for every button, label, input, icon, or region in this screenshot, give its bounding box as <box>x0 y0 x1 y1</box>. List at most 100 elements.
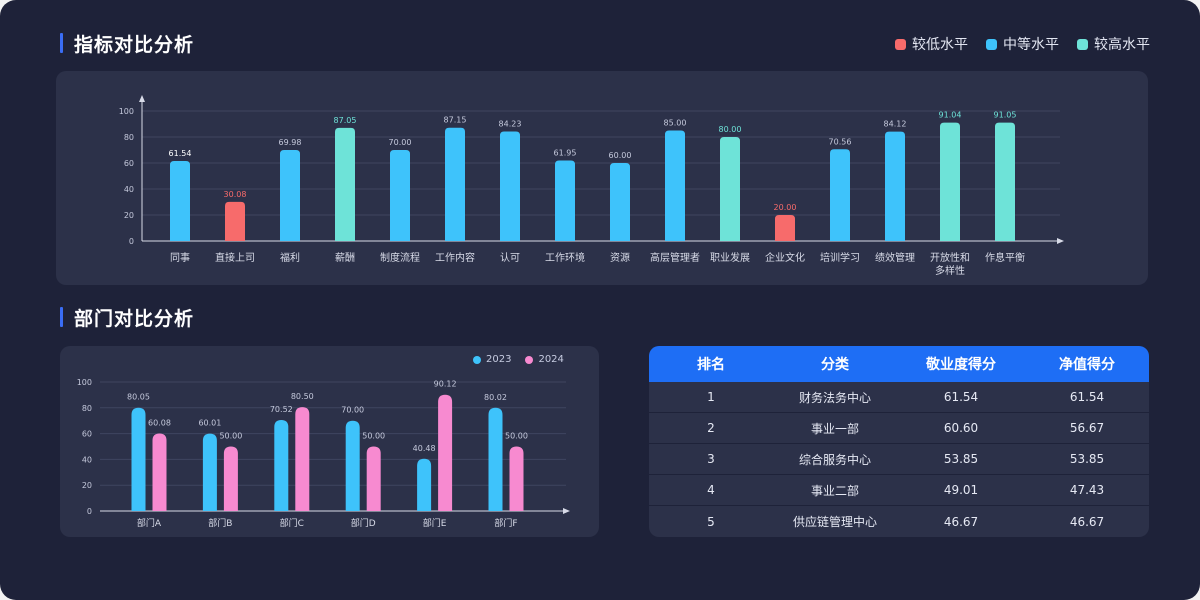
cell-category: 事业二部 <box>810 483 859 498</box>
x-axis-arrow <box>1057 238 1064 244</box>
section-title-indicators: 指标对比分析 <box>60 32 195 56</box>
x-tick-label: 同事 <box>170 251 190 264</box>
data-label: 85.00 <box>664 119 687 128</box>
x-tick-label: 直接上司 <box>215 251 255 264</box>
legend-item-mid[interactable]: 中等水平 <box>986 34 1059 54</box>
legend-item-2023[interactable]: 2023 <box>473 354 511 365</box>
legend-label: 2023 <box>486 354 512 365</box>
x-tick-label: 部门A <box>137 517 162 529</box>
y-tick-label: 60 <box>82 430 92 439</box>
cell-net-score: 47.43 <box>1069 483 1105 497</box>
table-row[interactable]: 2 事业一部 60.60 56.67 <box>649 413 1149 444</box>
legend-label: 较低水平 <box>912 37 968 53</box>
x-tick-label: 企业文化 <box>765 251 805 264</box>
bar <box>720 137 740 241</box>
bar-2023 <box>345 420 360 511</box>
y-tick-label: 40 <box>82 455 92 464</box>
x-tick-label: 部门D <box>351 517 376 529</box>
y-tick-label: 100 <box>119 107 134 116</box>
x-tick-label: 工作环境 <box>545 251 585 264</box>
x-tick-label: 制度流程 <box>380 251 420 264</box>
x-tick-label: 部门F <box>494 517 517 529</box>
cell-rank: 2 <box>707 421 715 435</box>
legend-swatch-high <box>1077 38 1088 50</box>
legend-swatch-2023 <box>473 355 481 364</box>
bar-2023 <box>131 407 146 511</box>
bar <box>885 131 905 241</box>
x-tick-label: 培训学习 <box>820 251 860 264</box>
cell-engagement-score: 53.85 <box>943 452 979 466</box>
data-label: 91.04 <box>939 111 962 120</box>
x-tick-label: 部门C <box>280 517 304 529</box>
x-tick-label: 绩效管理 <box>875 251 915 264</box>
bar <box>830 149 850 241</box>
x-tick-label: 部门E <box>423 517 447 529</box>
indicator-chart-panel: 0 20 40 60 80 100 61.54 同事 30.08 直接上司 69.98 福利 87.05… <box>56 71 1148 285</box>
x-tick-label: 开放性和 <box>930 251 970 264</box>
department-bar-chart: 0 20 40 60 80 100 80.05 60.08 部门A 60.01 50.00 部门B 70… <box>77 378 570 529</box>
y-tick-label: 20 <box>124 211 134 220</box>
bar <box>555 160 575 241</box>
data-label: 70.00 <box>341 406 364 415</box>
table-row[interactable]: 5 供应链管理中心 46.67 46.67 <box>649 506 1149 537</box>
bar <box>995 122 1015 241</box>
legend-item-2024[interactable]: 2024 <box>525 354 564 365</box>
data-label: 50.00 <box>505 432 528 441</box>
bar-2024 <box>152 433 167 511</box>
header-engagement-score[interactable]: 敬业度得分 <box>926 357 996 373</box>
bar <box>665 130 685 241</box>
cell-category: 事业一部 <box>810 421 859 436</box>
data-label: 70.00 <box>389 138 412 147</box>
data-label: 91.05 <box>994 111 1017 120</box>
y-tick-label: 0 <box>129 237 134 246</box>
header-net-score[interactable]: 净值得分 <box>1059 357 1115 373</box>
level-legend: 较低水平 中等水平 较高水平 <box>877 34 1150 54</box>
bar-2024 <box>509 446 524 511</box>
bar <box>940 122 960 241</box>
cell-rank: 4 <box>707 483 715 497</box>
data-label: 84.23 <box>499 120 522 129</box>
bar-2023 <box>488 407 503 511</box>
x-axis-arrow <box>563 508 570 514</box>
data-label: 61.54 <box>169 149 192 158</box>
x-tick-label: 职业发展 <box>710 251 750 264</box>
bar-2024 <box>223 446 238 511</box>
cell-net-score: 53.85 <box>1069 452 1105 466</box>
department-chart-panel: 0 20 40 60 80 100 80.05 60.08 部门A 60.01 50.00 部门B 70… <box>60 346 599 537</box>
legend-swatch-2024 <box>525 355 534 364</box>
x-tick-label: 高层管理者 <box>650 251 700 264</box>
cell-net-score: 61.54 <box>1069 390 1105 404</box>
ranking-table: 排名 分类 敬业度得分 净值得分 1 财务法务中心 61.54 61.54 2 … <box>649 346 1149 537</box>
x-tick-label: 部门B <box>208 517 232 529</box>
data-label: 84.12 <box>884 120 907 129</box>
bar <box>170 160 190 241</box>
bar <box>280 150 300 241</box>
bar-2023 <box>202 433 217 511</box>
table-row[interactable]: 1 财务法务中心 61.54 61.54 <box>649 382 1149 413</box>
header-category[interactable]: 分类 <box>821 357 849 373</box>
cell-engagement-score: 60.60 <box>943 421 979 435</box>
y-tick-label: 80 <box>124 133 134 142</box>
legend-item-high[interactable]: 较高水平 <box>1077 34 1150 54</box>
table-row[interactable]: 4 事业二部 49.01 47.43 <box>649 475 1149 506</box>
table-row[interactable]: 3 综合服务中心 53.85 53.85 <box>649 444 1149 475</box>
legend-label: 较高水平 <box>1094 37 1150 53</box>
department-legend: 2023 2024 <box>473 354 578 365</box>
data-label: 80.05 <box>127 393 150 402</box>
data-label: 87.05 <box>334 116 357 125</box>
bar <box>445 127 465 241</box>
data-label: 80.00 <box>719 125 742 134</box>
legend-item-low[interactable]: 较低水平 <box>895 34 968 54</box>
cell-engagement-score: 61.54 <box>943 390 979 404</box>
y-axis-arrow <box>139 95 145 102</box>
data-label: 90.12 <box>434 380 457 389</box>
cell-engagement-score: 49.01 <box>943 483 979 497</box>
data-label: 60.00 <box>609 151 632 160</box>
bar-2024 <box>438 394 453 511</box>
y-tick-label: 80 <box>82 404 92 413</box>
bar <box>390 150 410 241</box>
y-tick-label: 100 <box>77 378 92 387</box>
section-title-text: 指标对比分析 <box>74 33 195 56</box>
header-rank[interactable]: 排名 <box>697 357 725 373</box>
